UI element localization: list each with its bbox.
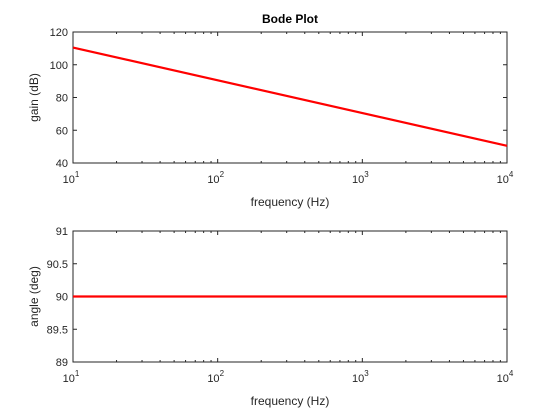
gain-x-tick-base: 10 — [63, 174, 75, 186]
phase-y-tick-label: 89.5 — [47, 324, 68, 336]
phase-y-tick-label: 90 — [56, 292, 68, 304]
gain-y-tick-label: 40 — [56, 158, 68, 170]
gain-y-axis-title: gain (dB) — [27, 73, 41, 122]
phase-x-tick-label: 103 — [352, 369, 369, 385]
gain-series-line — [72, 46, 508, 147]
gain-y-tick-label: 80 — [56, 93, 68, 105]
gain-x-tick-label: 102 — [207, 170, 224, 186]
gain-x-tick-exp: 2 — [220, 170, 225, 179]
chart-title: Bode Plot — [262, 12, 318, 26]
phase-x-tick-label: 104 — [497, 369, 514, 385]
gain-x-tick-base: 10 — [207, 174, 219, 186]
phase-y-tick-label: 91 — [56, 226, 68, 238]
gain-x-axis-title: frequency (Hz) — [251, 195, 330, 209]
gain-y-tick-label: 100 — [50, 60, 68, 72]
gain-x-tick-exp: 1 — [75, 170, 80, 179]
phase-x-tick-base: 10 — [352, 373, 364, 385]
phase-x-tick-exp: 1 — [75, 369, 80, 378]
gain-x-tick-label: 101 — [63, 170, 80, 186]
gain-x-tick-exp: 4 — [509, 170, 514, 179]
gain-x-tick-exp: 3 — [364, 170, 369, 179]
phase-y-tick-label: 89 — [56, 357, 68, 369]
gain-x-tick-base: 10 — [352, 174, 364, 186]
gain-x-tick-label: 104 — [497, 170, 514, 186]
phase-x-tick-exp: 2 — [220, 369, 225, 378]
phase-y-tick-label: 90.5 — [47, 259, 68, 271]
phase-x-tick-base: 10 — [497, 373, 509, 385]
gain-y-tick-label: 60 — [56, 125, 68, 137]
gain-x-tick-label: 103 — [352, 170, 369, 186]
phase-x-tick-exp: 3 — [364, 369, 369, 378]
phase-x-tick-label: 101 — [63, 369, 80, 385]
phase-x-tick-exp: 4 — [509, 369, 514, 378]
phase-x-tick-base: 10 — [63, 373, 75, 385]
phase-x-axis-title: frequency (Hz) — [251, 394, 330, 408]
phase-x-tick-base: 10 — [207, 373, 219, 385]
gain-x-tick-base: 10 — [497, 174, 509, 186]
phase-x-tick-label: 102 — [207, 369, 224, 385]
gain-y-tick-label: 120 — [50, 27, 68, 39]
phase-y-axis-title: angle (deg) — [27, 266, 41, 327]
